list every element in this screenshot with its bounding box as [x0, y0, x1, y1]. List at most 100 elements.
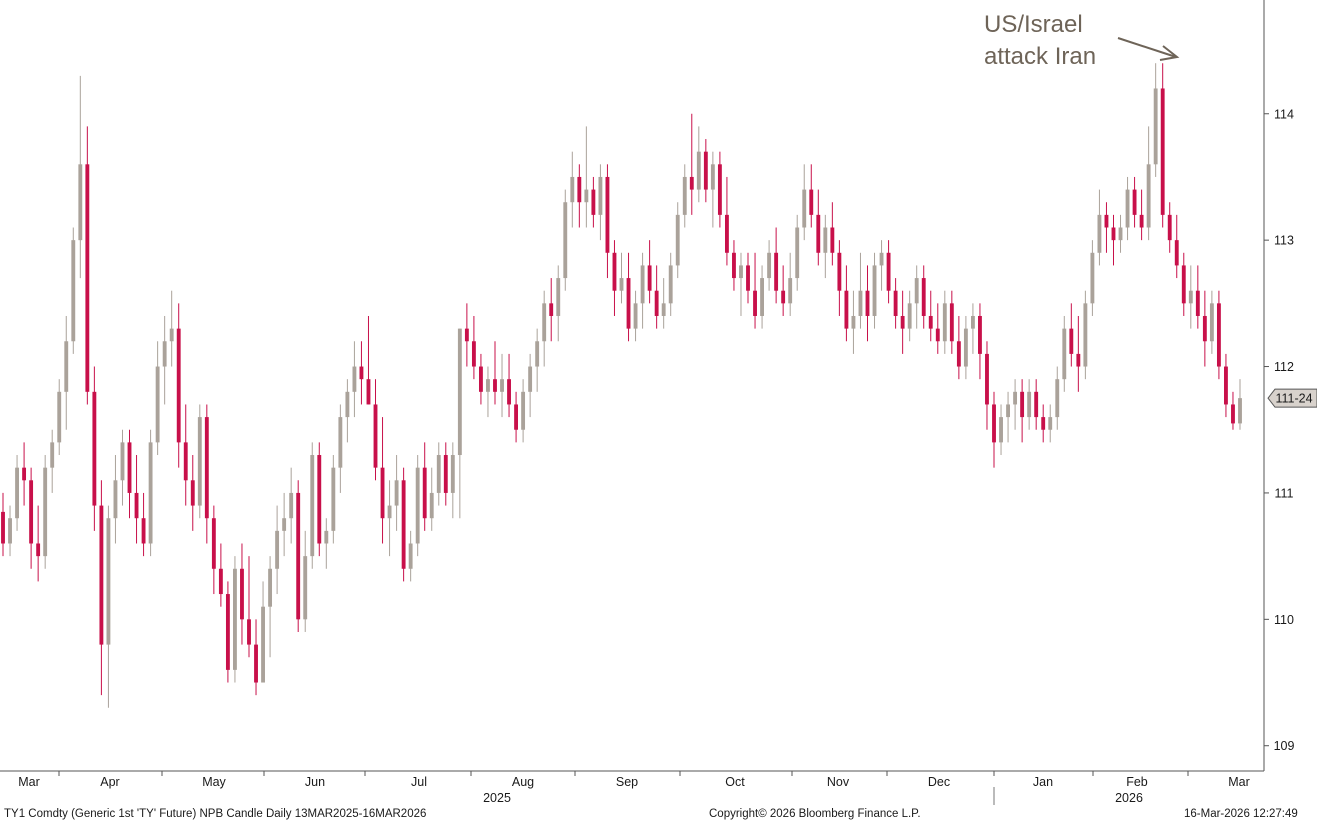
candle — [464, 303, 469, 367]
candle — [92, 366, 97, 531]
candle-body — [1083, 303, 1088, 367]
candle-body — [8, 518, 12, 544]
candle — [654, 265, 659, 329]
candle — [999, 404, 1003, 456]
candle — [823, 214, 828, 279]
candle — [507, 353, 511, 418]
candle — [127, 429, 132, 519]
candle — [401, 467, 406, 582]
candle — [886, 240, 891, 304]
candle — [352, 341, 357, 418]
candle — [1167, 202, 1172, 253]
candle-body — [992, 404, 996, 443]
x-tick-label: Aug — [512, 775, 534, 789]
candle-body — [1174, 240, 1179, 266]
candle — [746, 252, 750, 304]
candle-body — [1048, 417, 1053, 430]
candle — [802, 164, 807, 241]
candle — [1, 492, 5, 557]
candle-body — [43, 467, 48, 557]
candle — [1020, 379, 1025, 443]
candle-body — [317, 455, 322, 544]
x-tick-label: May — [202, 775, 226, 789]
candle — [422, 442, 427, 531]
candle-body — [858, 290, 863, 316]
x-tick-label: Nov — [827, 775, 850, 789]
candle-body — [1160, 88, 1165, 215]
candle — [1224, 353, 1228, 418]
candle — [282, 492, 287, 557]
candle — [247, 556, 251, 658]
candle — [963, 315, 968, 380]
candle — [949, 290, 954, 354]
candle-body — [647, 265, 652, 291]
candle-body — [197, 417, 202, 506]
candle-body — [141, 518, 146, 544]
candle-body — [240, 568, 244, 620]
candle-body — [233, 568, 237, 670]
candle-body — [422, 467, 427, 519]
candle — [556, 265, 561, 342]
candle-body — [682, 176, 687, 215]
candle — [436, 442, 441, 506]
candle-body — [1231, 404, 1235, 424]
candle — [970, 303, 975, 354]
candle-body — [746, 265, 750, 291]
candle-body — [696, 151, 701, 190]
candle — [387, 480, 392, 557]
candle — [394, 455, 399, 531]
candle-body — [1062, 328, 1067, 380]
candle — [858, 252, 863, 329]
candle — [1216, 290, 1221, 380]
candle-body — [57, 391, 62, 443]
candle-body — [493, 379, 497, 392]
candle — [788, 252, 793, 316]
candle-body — [310, 455, 315, 557]
candle — [1238, 379, 1242, 430]
candle-body — [282, 518, 287, 531]
candle — [1013, 379, 1018, 430]
candle — [640, 252, 645, 329]
candle-body — [605, 176, 610, 253]
candle — [190, 455, 195, 531]
candle-body — [1181, 265, 1186, 304]
candle-body — [907, 303, 912, 329]
candle — [1153, 63, 1158, 177]
candle — [1209, 290, 1214, 354]
candle — [275, 505, 280, 595]
candle-body — [914, 278, 919, 304]
candle — [303, 530, 308, 632]
candle — [1125, 176, 1130, 241]
candle-body — [289, 492, 294, 519]
candle-body — [837, 252, 842, 291]
candle — [1188, 265, 1193, 329]
candle-body — [570, 176, 575, 203]
candle — [781, 265, 786, 316]
candle-body — [689, 176, 694, 190]
candle — [844, 265, 849, 342]
candle-body — [275, 530, 280, 569]
candle-body — [92, 391, 97, 506]
y-tick-label: 114 — [1274, 107, 1294, 121]
x-tick-label: Apr — [100, 775, 119, 789]
candle — [1202, 290, 1207, 367]
candle-body — [1055, 379, 1060, 418]
candle-body — [1216, 303, 1221, 367]
candle — [43, 455, 48, 569]
candle — [591, 176, 596, 228]
candle-body — [113, 480, 118, 519]
candle — [816, 189, 821, 266]
candle — [619, 252, 624, 304]
candle — [563, 189, 568, 291]
candle-body — [802, 189, 807, 228]
candle-body — [387, 505, 392, 519]
year-label-2026: 2026 — [1115, 791, 1143, 805]
y-tick-label: 110 — [1274, 613, 1294, 627]
candle-body — [942, 303, 947, 342]
candle-body — [1069, 328, 1074, 354]
candle-body — [717, 164, 722, 215]
candles-layer — [1, 63, 1242, 708]
candle — [120, 429, 125, 506]
candle-body — [521, 391, 526, 430]
candle-body — [1, 511, 5, 544]
